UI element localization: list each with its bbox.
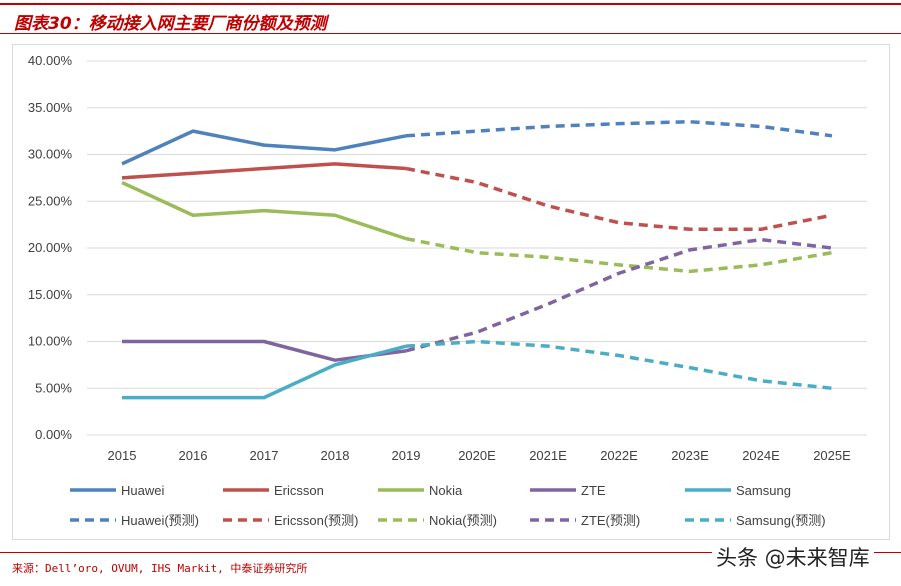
y-tick-label: 5.00% — [35, 380, 72, 395]
chart-title: 图表30：移动接入网主要厂商份额及预测 — [14, 14, 327, 34]
x-tick-label: 2016 — [179, 448, 208, 463]
x-tick-label: 2025E — [813, 448, 851, 463]
chart-frame — [12, 44, 890, 540]
y-tick-label: 20.00% — [28, 240, 73, 255]
watermark: 头条 @未来智库 — [712, 542, 874, 572]
legend-label: Ericsson(预测) — [274, 513, 359, 528]
x-tick-label: 2018 — [321, 448, 350, 463]
legend-label: ZTE(预测) — [581, 513, 640, 528]
legend-label: ZTE — [581, 483, 606, 498]
legend-label: Samsung(预测) — [736, 513, 826, 528]
x-tick-label: 2021E — [529, 448, 567, 463]
y-tick-label: 15.00% — [28, 287, 73, 302]
y-tick-label: 30.00% — [28, 147, 73, 162]
x-tick-label: 2023E — [671, 448, 709, 463]
series-line-zte-forecast — [405, 237, 833, 353]
x-tick-label: 2015 — [108, 448, 137, 463]
legend-label: Ericsson — [274, 483, 324, 498]
x-tick-label: 2020E — [458, 448, 496, 463]
series-line-ericsson — [121, 162, 407, 180]
x-tick-label: 2019 — [392, 448, 421, 463]
legend-label: Huawei(预测) — [121, 513, 199, 528]
bottom-rule — [0, 552, 901, 553]
y-tick-label: 10.00% — [28, 334, 73, 349]
legend-label: Huawei — [121, 483, 164, 498]
series-line-huawei — [121, 129, 407, 166]
x-tick-label: 2024E — [742, 448, 780, 463]
title-rule — [0, 33, 901, 34]
legend-label: Nokia — [429, 483, 463, 498]
y-tick-label: 25.00% — [28, 193, 73, 208]
series-line-nokia — [121, 180, 407, 241]
legend-label: Samsung — [736, 483, 791, 498]
x-tick-label: 2017 — [250, 448, 279, 463]
source-note: 来源：Dell’oro, OVUM, IHS Markit, 中泰证券研究所 — [12, 562, 308, 575]
series-line-nokia-forecast — [405, 236, 833, 274]
series-line-samsung-forecast — [405, 339, 833, 390]
y-tick-label: 0.00% — [35, 427, 72, 442]
x-tick-label: 2022E — [600, 448, 638, 463]
y-tick-label: 40.00% — [28, 53, 73, 68]
series-line-ericsson-forecast — [405, 166, 833, 232]
y-tick-label: 35.00% — [28, 100, 73, 115]
series-line-huawei-forecast — [405, 120, 833, 138]
series-line-samsung — [122, 344, 407, 400]
legend-label: Nokia(预测) — [429, 513, 497, 528]
top-rule — [0, 3, 901, 5]
